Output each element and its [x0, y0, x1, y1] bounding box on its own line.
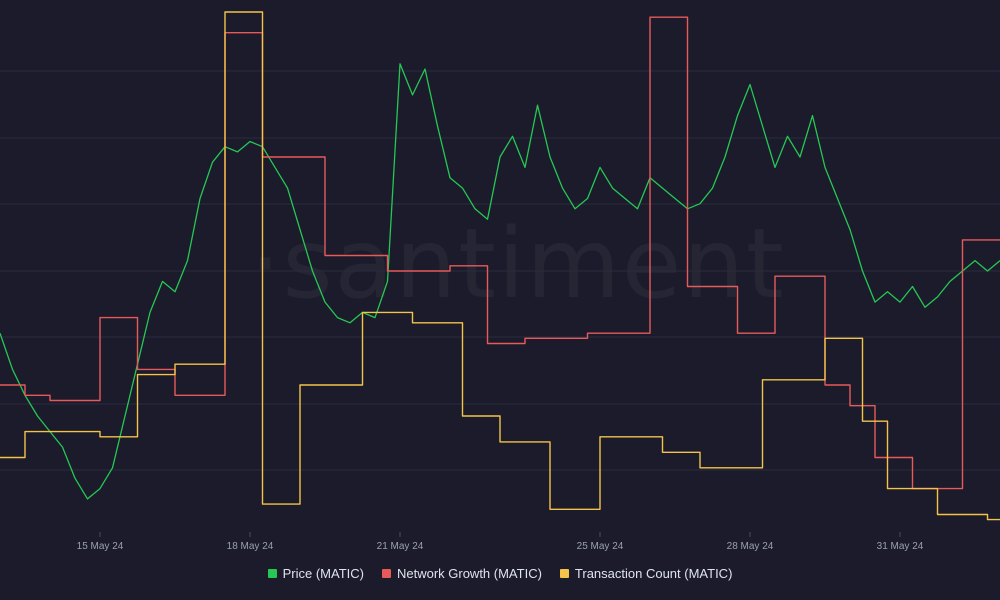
x-tick-label-3: 25 May 24	[577, 541, 624, 552]
legend-swatch-price	[267, 569, 277, 578]
legend-label-price: Price (MATIC)	[282, 566, 364, 581]
legend-label-transaction-count: Transaction Count (MATIC)	[574, 566, 733, 581]
grid-lines	[0, 70, 1000, 471]
transaction-count-line	[0, 11, 1000, 521]
legend-item-network-growth[interactable]: Network Growth (MATIC)	[381, 566, 542, 581]
legend-swatch-transaction-count	[559, 569, 569, 578]
x-tick-label-5: 31 May 24	[877, 541, 924, 552]
x-tick-label-0: 15 May 24	[77, 541, 124, 552]
network-growth-line	[0, 16, 1000, 490]
series-lines	[0, 11, 1000, 521]
x-axis: 15 May 24 18 May 24 21 May 24 25 May 24 28 M…	[77, 532, 924, 552]
legend: Price (MATIC) Network Growth (MATIC) Tra…	[0, 566, 1000, 581]
legend-label-network-growth: Network Growth (MATIC)	[396, 566, 542, 581]
x-tick-label-2: 21 May 24	[377, 541, 424, 552]
x-tick-label-1: 18 May 24	[227, 541, 274, 552]
legend-swatch-network-growth	[381, 569, 391, 578]
legend-item-price[interactable]: Price (MATIC)	[267, 566, 364, 581]
x-tick-label-4: 28 May 24	[727, 541, 774, 552]
legend-item-transaction-count[interactable]: Transaction Count (MATIC)	[559, 566, 733, 581]
price-line	[0, 63, 1000, 500]
